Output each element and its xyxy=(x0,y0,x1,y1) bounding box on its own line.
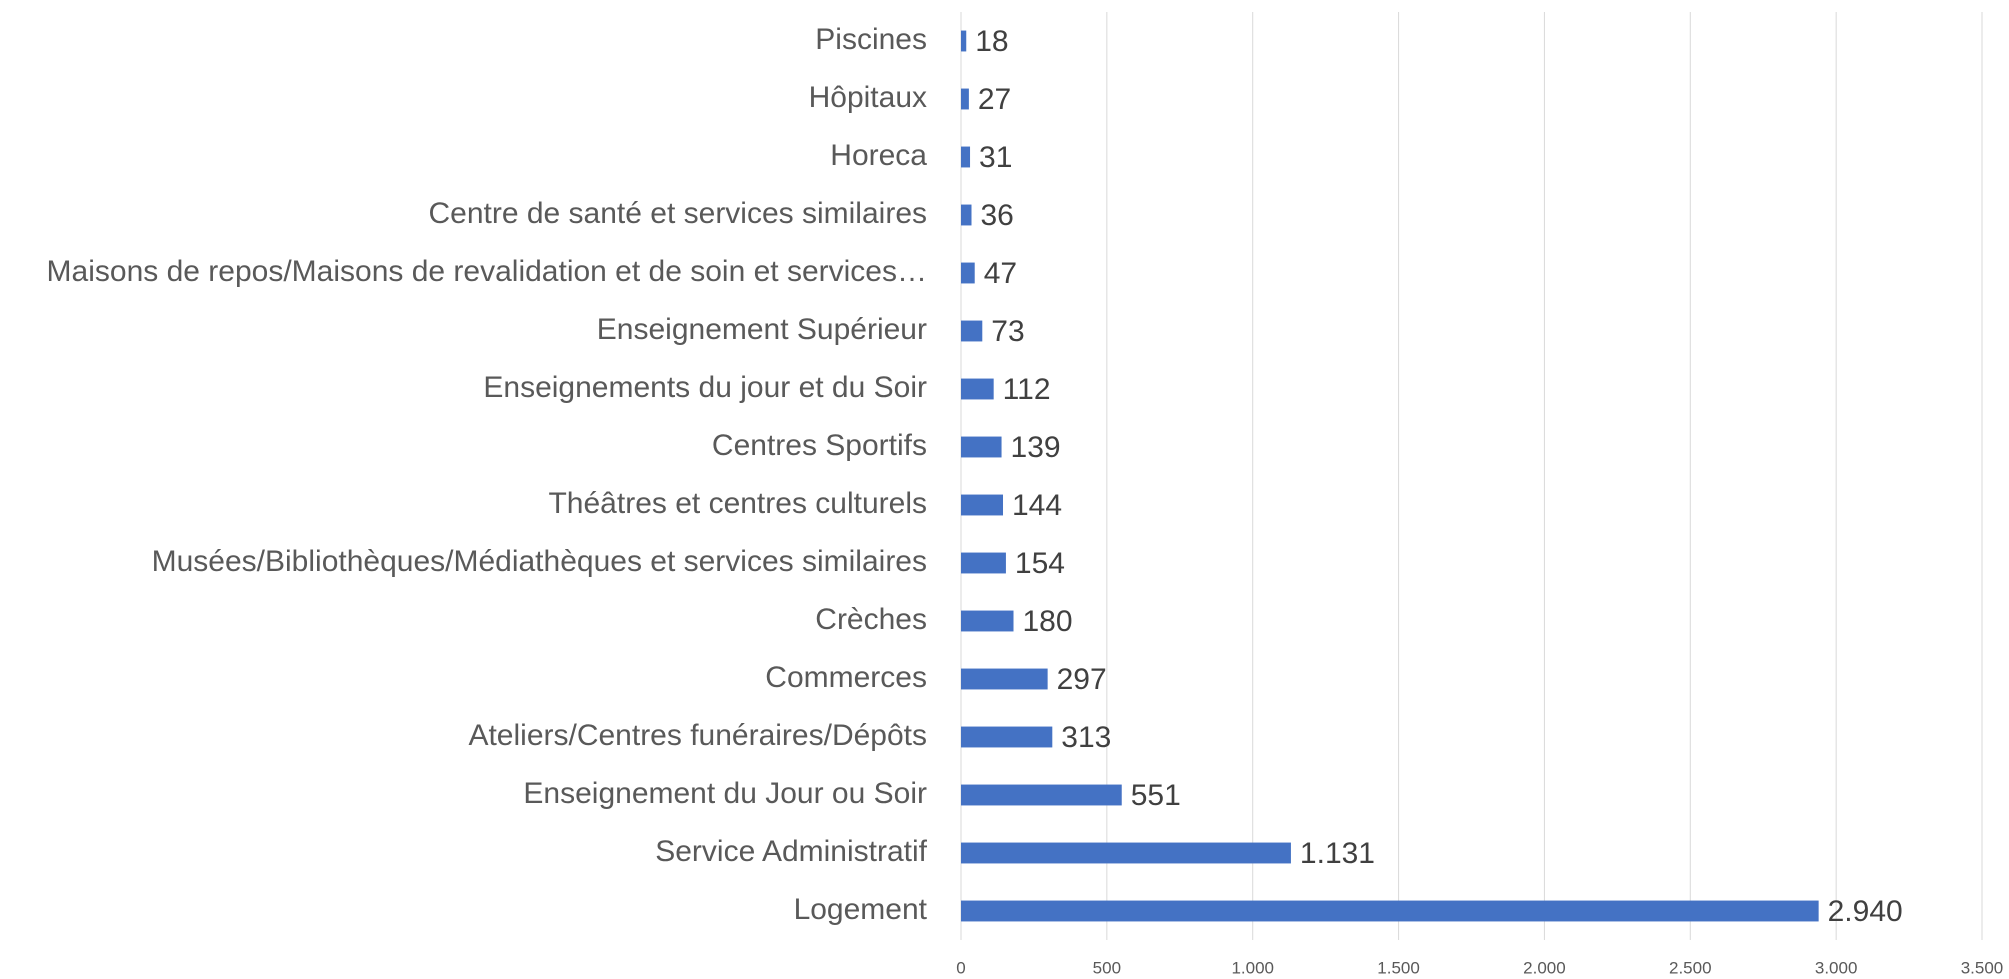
y-tick-label: Logement xyxy=(794,893,928,926)
y-tick-label: Service Administratif xyxy=(655,835,927,868)
bar xyxy=(961,146,971,168)
bar xyxy=(961,726,1053,748)
y-tick-label: Horeca xyxy=(830,139,927,172)
y-tick-label: Centre de santé et services similaires xyxy=(428,197,927,230)
value-label: 180 xyxy=(1023,605,1073,638)
value-label: 154 xyxy=(1015,547,1065,580)
x-tick-label: 1.000 xyxy=(1231,958,1274,977)
value-label: 31 xyxy=(979,141,1012,174)
y-tick-label: Commerces xyxy=(765,661,927,694)
bar xyxy=(961,262,975,284)
x-tick-label: 0 xyxy=(956,958,965,977)
bar xyxy=(961,320,983,342)
bar xyxy=(961,378,994,400)
x-tick-label: 3.000 xyxy=(1815,958,1858,977)
y-tick-label: Enseignement du Jour ou Soir xyxy=(523,777,927,810)
value-label: 551 xyxy=(1131,779,1181,812)
y-tick-label: Piscines xyxy=(815,23,927,56)
value-label: 27 xyxy=(978,83,1011,116)
bar xyxy=(961,842,1291,864)
bar xyxy=(961,436,1002,458)
bar xyxy=(961,88,969,110)
value-label: 18 xyxy=(975,25,1008,58)
bar xyxy=(961,204,972,226)
y-tick-label: Ateliers/Centres funéraires/Dépôts xyxy=(468,719,927,752)
x-tick-label: 3.500 xyxy=(1961,958,2004,977)
bar xyxy=(961,668,1048,690)
value-label: 313 xyxy=(1061,721,1111,754)
bar xyxy=(961,784,1122,806)
value-label: 139 xyxy=(1011,431,1061,464)
value-label: 112 xyxy=(1003,373,1051,406)
value-label: 144 xyxy=(1012,489,1062,522)
value-label: 1.131 xyxy=(1300,837,1375,870)
x-tick-label: 500 xyxy=(1093,958,1121,977)
x-tick-label: 2.500 xyxy=(1669,958,1712,977)
value-label: 297 xyxy=(1057,663,1107,696)
y-tick-label: Théâtres et centres culturels xyxy=(548,487,927,520)
bar xyxy=(961,552,1006,574)
value-label: 47 xyxy=(984,257,1017,290)
y-tick-label: Musées/Bibliothèques/Médiathèques et ser… xyxy=(152,545,927,578)
x-tick-label: 2.000 xyxy=(1523,958,1566,977)
y-tick-label: Enseignement Supérieur xyxy=(597,313,927,346)
y-tick-label: Crèches xyxy=(815,603,927,636)
bar xyxy=(961,900,1819,922)
x-tick-label: 1.500 xyxy=(1377,958,1420,977)
y-tick-label: Enseignements du jour et du Soir xyxy=(483,371,927,404)
value-label: 2.940 xyxy=(1828,895,1903,928)
y-tick-label: Centres Sportifs xyxy=(712,429,927,462)
bar xyxy=(961,494,1004,516)
bar xyxy=(961,610,1014,632)
value-label: 36 xyxy=(981,199,1014,232)
y-tick-label: Hôpitaux xyxy=(809,81,927,114)
value-label: 73 xyxy=(991,315,1024,348)
y-tick-label: Maisons de repos/Maisons de revalidation… xyxy=(47,255,927,288)
bar xyxy=(961,30,967,52)
